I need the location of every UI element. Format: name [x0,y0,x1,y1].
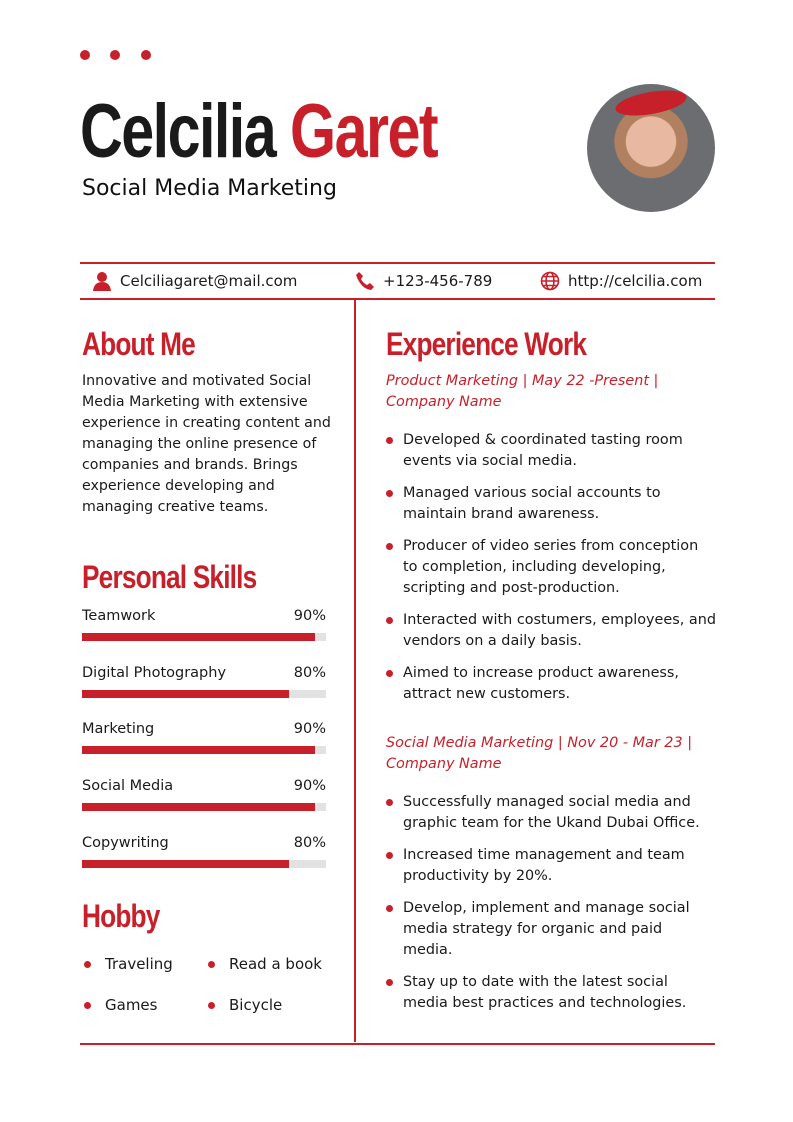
bullet-dot [386,490,393,497]
skill-percent: 90% [293,778,326,795]
full-name: Celcilia Garet [80,89,439,174]
bullet-text: Develop, implement and manage social med… [403,900,690,958]
bullet-dot [386,670,393,677]
job-title: Social Media Marketing [82,176,337,201]
profile-photo [587,84,715,212]
skill-bar [82,859,326,868]
contact-website[interactable]: http://celcilia.com [540,271,702,291]
skill-bar-fill [82,859,289,868]
skill-bar-fill [82,633,315,641]
contact-phone[interactable]: +123-456-789 [355,271,492,291]
bullet-text: Successfully managed social media and gr… [403,794,700,831]
skill-bar-fill [82,689,289,698]
experience-bullet: Aimed to increase product awareness, att… [386,663,716,705]
skill-item: Teamwork 90% [82,608,326,641]
bullet-dot [386,543,393,550]
experience-heading: Experience Work [386,326,587,362]
divider [80,262,715,264]
skill-bar [82,633,326,641]
hobby-item: Bicycle [208,996,282,1014]
skill-bar [82,803,326,812]
experience-bullet: Producer of video series from conception… [386,536,716,599]
skill-percent: 80% [293,664,326,681]
skill-name: Teamwork [82,608,156,624]
skill-item: Copywriting 80% [82,835,326,868]
about-text: Innovative and motivated Social Media Ma… [82,373,331,515]
bullet-text: Interacted with costumers, employees, an… [403,612,716,649]
phone-icon [356,272,374,290]
skill-name: Social Media [82,778,174,795]
experience-bullet: Interacted with costumers, employees, an… [386,610,716,652]
experience-bullet: Increased time management and team produ… [386,845,716,887]
bullet-text: Managed various social accounts to maint… [403,485,661,522]
contact-email[interactable]: Celciliagaret@mail.com [92,271,297,291]
skill-percent: 80% [293,834,326,851]
bullet-dot [386,979,393,986]
globe-icon [540,271,560,291]
hobby-item: Traveling [84,955,173,973]
skill-item: Social Media 90% [82,778,326,812]
experience-bullet: Successfully managed social media and gr… [386,792,716,834]
bullet-text: Developed & coordinated tasting room eve… [403,432,683,469]
decor-dot [110,50,120,60]
bullet-text: Aimed to increase product awareness, att… [403,665,680,702]
bullet-dot [386,852,393,859]
hobby-item: Games [84,996,157,1014]
bullet-dot [386,799,393,806]
column-divider [354,300,356,1042]
skill-name: Copywriting [82,834,169,851]
skill-item: Digital Photography 80% [82,665,326,698]
skill-percent: 90% [293,721,326,738]
skill-bar-fill [82,746,315,755]
experience-bullet: Developed & coordinated tasting room eve… [386,430,716,472]
hobby-heading: Hobby [82,898,160,934]
hobby-item: Read a book [208,955,322,973]
skill-name: Marketing [82,721,155,738]
skill-item: Marketing 90% [82,721,326,755]
skill-name: Digital Photography [82,664,227,681]
divider [80,1043,715,1045]
job-2: Social Media Marketing | Nov 20 - Mar 23… [386,733,716,1025]
job-1: Product Marketing | May 22 -Present | Co… [386,371,716,716]
decor-dot [80,50,90,60]
bullet-dot [386,437,393,444]
experience-bullet: Develop, implement and manage social med… [386,898,716,961]
bullet-text: Stay up to date with the latest social m… [403,974,687,1011]
skill-bar [82,746,326,755]
bullet-text: Producer of video series from conception… [403,538,699,596]
decor-dot [141,50,151,60]
experience-bullet: Stay up to date with the latest social m… [386,972,716,1014]
skill-bar-fill [82,803,315,812]
job-title: Product Marketing | May 22 -Present | Co… [386,373,659,410]
user-icon [93,272,111,291]
bullet-text: Increased time management and team produ… [403,847,685,884]
bullet-dot [386,905,393,912]
bullet-dot [386,617,393,624]
about-heading: About Me [82,326,196,362]
skill-bar [82,689,326,698]
experience-bullet: Managed various social accounts to maint… [386,483,716,525]
skills-heading: Personal Skills [82,559,257,595]
job-title: Social Media Marketing | Nov 20 - Mar 23… [386,735,693,772]
skill-percent: 90% [293,608,326,624]
divider [80,298,715,300]
